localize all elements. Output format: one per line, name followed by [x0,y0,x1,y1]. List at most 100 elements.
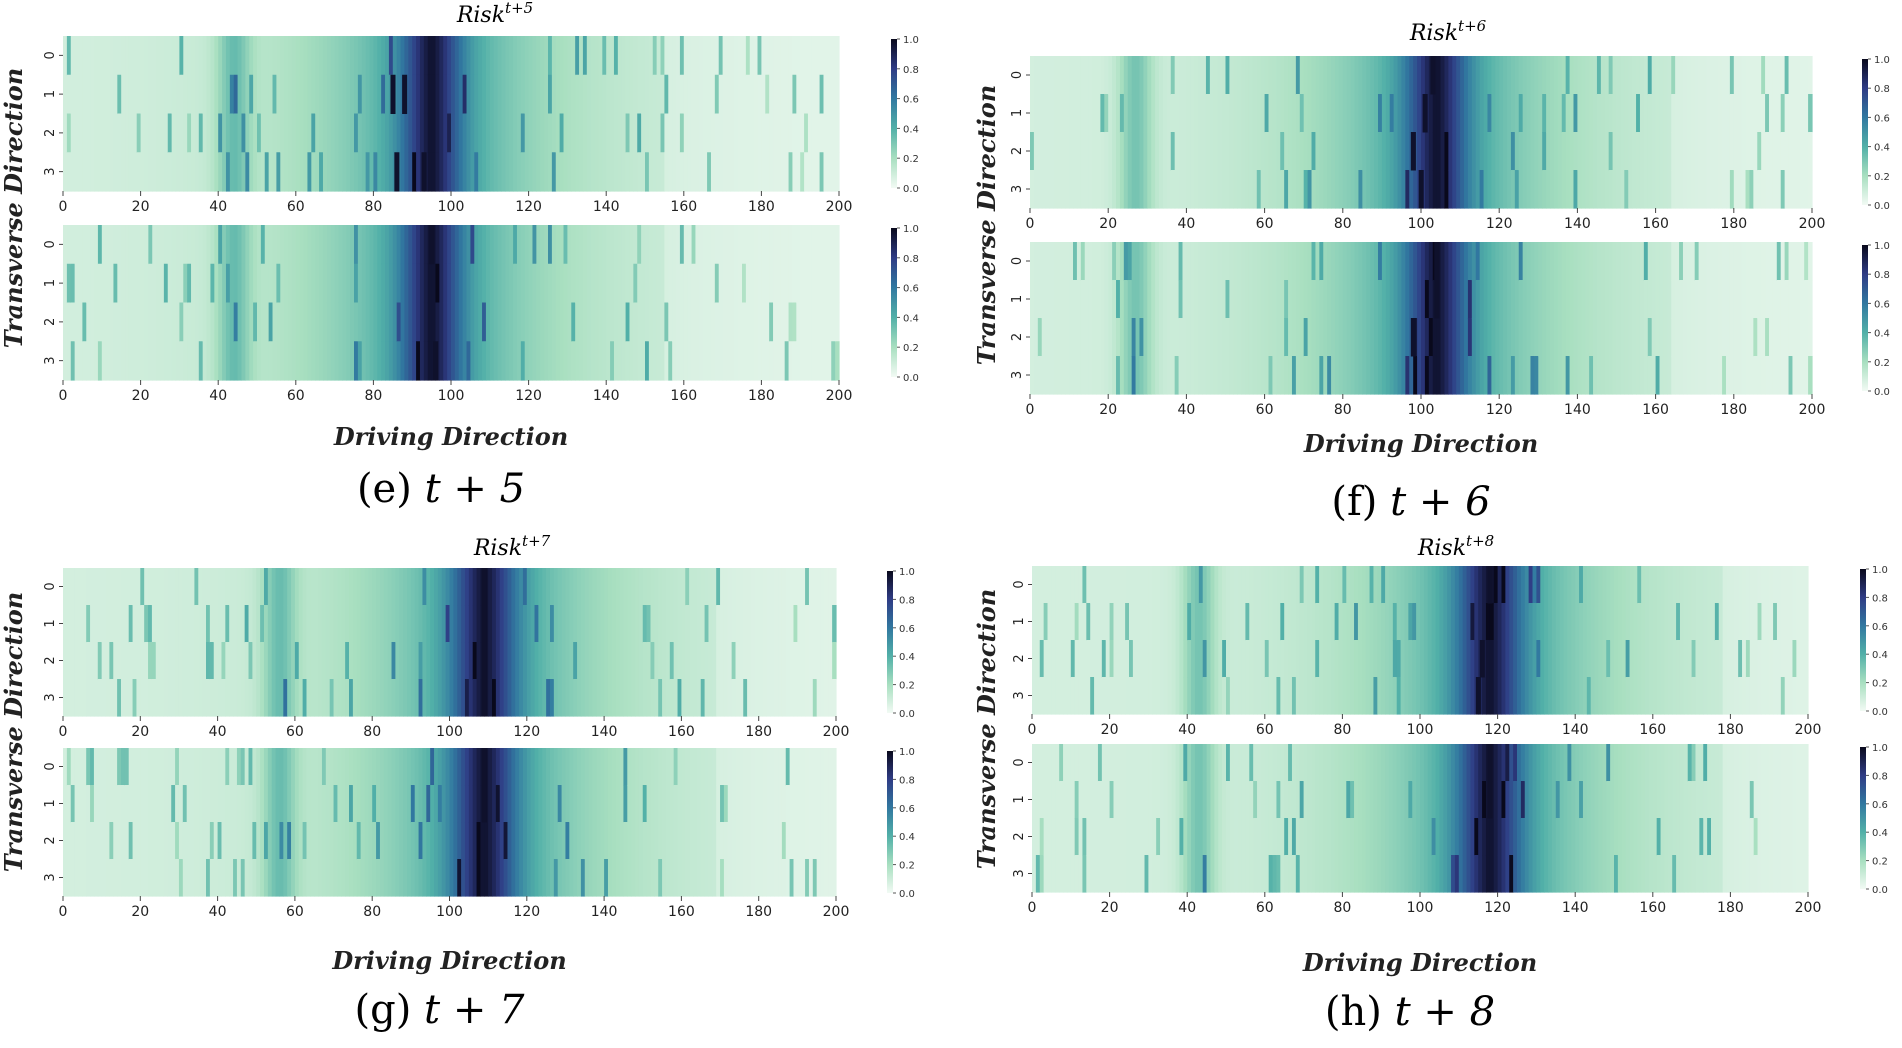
heatmap-cell [1401,318,1406,357]
heatmap-cell [513,225,517,264]
heatmap-cell [430,605,434,643]
heatmap-cell [583,36,587,75]
heatmap-cell [1753,242,1758,281]
heatmap-cell [761,225,765,264]
heatmap-cell [658,859,662,897]
heatmap-cell [1296,170,1301,209]
heatmap-cell [451,225,455,264]
heatmap-cell [86,264,90,303]
heatmap-cell [435,36,439,75]
heatmap-cell [703,152,707,191]
heatmap-cell [746,225,750,264]
heatmap-cell [751,822,755,860]
heatmap-cell [626,225,630,264]
heatmap-cell [424,114,428,153]
heatmap-cell [214,75,218,114]
heatmap-cell [443,264,447,303]
heatmap-cell [179,75,183,114]
heatmap-cell [1061,170,1066,209]
x-tick-label: 200 [823,724,850,740]
heatmap-cell [141,264,145,303]
heatmap-cell [1730,56,1735,95]
heatmap-cell [550,859,554,897]
heatmap-cell [233,748,237,786]
heatmap-cell [160,152,164,191]
heatmap-cell [1746,56,1751,95]
heatmap-cell [376,859,380,897]
heatmap-cell [156,341,160,380]
heatmap-cell [535,568,539,606]
heatmap-cell [1789,356,1794,395]
heatmap-cell [368,605,372,643]
heatmap-cell [707,264,711,303]
heatmap-cell [404,152,408,191]
heatmap-cell [422,785,426,823]
heatmap-cell [583,264,587,303]
heatmap-cell [546,679,550,717]
heatmap-cell [1691,94,1696,133]
heatmap-cell [1742,356,1747,395]
heatmap-cell [345,785,349,823]
heatmap-cell [272,679,276,717]
heatmap-cell [678,859,682,897]
heatmap-cell [461,568,465,606]
heatmap-cell [1421,56,1426,95]
heatmap-cell [439,303,443,342]
heatmap-cell [701,605,705,643]
heatmap-cell [198,859,202,897]
heatmap-cell [1628,242,1633,281]
heatmap-cell [1175,170,1180,209]
heatmap-cell [542,859,546,897]
heatmap-cell [1179,356,1184,395]
heatmap-cell [1030,56,1035,95]
colorbar-tick-label: 0.8 [899,595,915,606]
heatmap-cell [1398,56,1403,95]
heatmap-cell [747,859,751,897]
heatmap-cell [372,785,376,823]
heatmap-cell [542,568,546,606]
heatmap-cell [728,822,732,860]
heatmap-cell [1624,56,1629,95]
heatmap-cell [1437,318,1442,357]
heatmap-cell [521,225,525,264]
heatmap-cell [1128,94,1133,133]
heatmap-cell [1382,170,1387,209]
heatmap-cell [604,822,608,860]
heatmap-cell [195,264,199,303]
heatmap-cell [1245,94,1250,133]
heatmap-cell [742,303,746,342]
heatmap-cell [67,341,71,380]
heatmap-cell [759,748,763,786]
y-tick-label: 1 [43,90,58,98]
heatmap-cell [579,341,583,380]
heatmap-cell [746,152,750,191]
heatmap-cell [377,303,381,342]
heatmap-cell [117,568,121,606]
heatmap-cell [287,785,291,823]
heatmap-cell [381,114,385,153]
peak-cell [1411,318,1416,357]
heatmap-cell [793,568,797,606]
heatmap-cell [828,568,832,606]
heatmap-cell [1710,280,1715,319]
heatmap-cell [245,225,249,264]
heatmap-cell [144,679,148,717]
heatmap-cell [199,114,203,153]
heatmap-cell [210,748,214,786]
heatmap-cell [284,152,288,191]
heatmap-cell [164,264,168,303]
heatmap-cell [1589,170,1594,209]
heatmap-cell [245,303,249,342]
heatmap-cell [245,859,249,897]
heatmap-cell [1781,132,1786,171]
heatmap-cell [1452,56,1457,95]
heatmap-cell [633,75,637,114]
heatmap-cell [1722,280,1727,319]
heatmap-cell [629,225,633,264]
heatmap-cell [712,679,716,717]
x-tick-label: 20 [1099,216,1117,232]
heatmap-cell [1781,356,1786,395]
heatmap-cell [422,822,426,860]
heatmap-cell [498,303,502,342]
